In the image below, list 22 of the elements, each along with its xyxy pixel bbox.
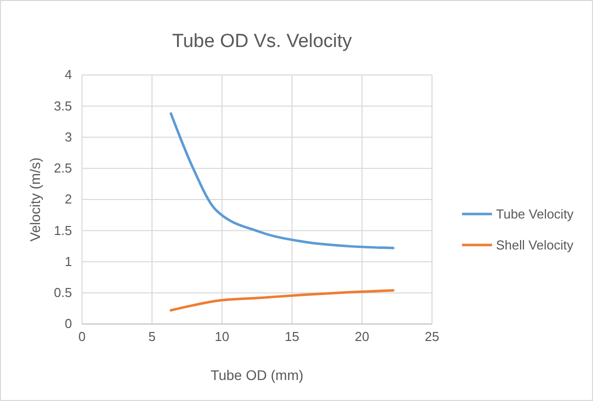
y-tick-label: 0	[64, 316, 72, 332]
x-tick-label: 10	[214, 329, 230, 344]
x-tick-label: 5	[148, 329, 156, 344]
y-tick-label: 3	[64, 129, 72, 144]
legend-label: Shell Velocity	[496, 238, 574, 252]
x-tick-label: 20	[354, 329, 370, 344]
legend-label: Tube Velocity	[496, 206, 574, 222]
y-tick-label: 1	[64, 254, 72, 269]
y-tick-label: 2	[64, 192, 72, 207]
y-tick-label: 4	[64, 67, 72, 82]
x-axis-title: Tube OD (mm)	[210, 367, 304, 383]
line-series	[170, 112, 394, 250]
line-series	[170, 289, 394, 312]
y-tick-label: 1.5	[54, 222, 72, 238]
y-tick-label: 2.5	[54, 160, 72, 176]
x-tick-label: 25	[424, 329, 440, 344]
x-tick-label: 0	[78, 329, 86, 344]
y-axis-title: Velocity (m/s)	[27, 157, 43, 242]
chart-title: Tube OD Vs. Velocity	[172, 31, 352, 52]
y-tick-label: 0.5	[54, 285, 72, 300]
x-tick-label: 15	[284, 329, 300, 344]
y-tick-label: 3.5	[54, 98, 72, 114]
